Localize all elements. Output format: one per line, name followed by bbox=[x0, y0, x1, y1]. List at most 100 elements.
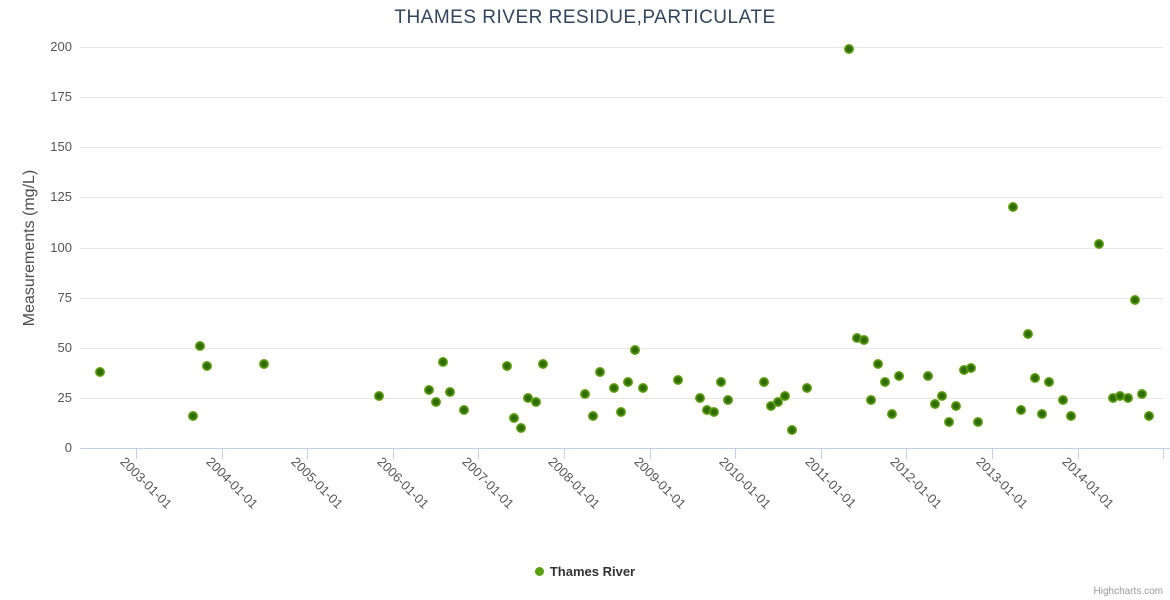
x-tick-label: 2012-01-01 bbox=[887, 454, 946, 512]
data-point[interactable] bbox=[780, 390, 791, 401]
data-point[interactable] bbox=[509, 412, 520, 423]
data-point[interactable] bbox=[637, 382, 648, 393]
data-point[interactable] bbox=[1129, 294, 1140, 305]
y-gridline bbox=[80, 397, 1163, 399]
data-point[interactable] bbox=[872, 358, 883, 369]
y-tick-label: 175 bbox=[50, 89, 72, 105]
y-gridline bbox=[80, 197, 1163, 199]
data-point[interactable] bbox=[694, 392, 705, 403]
data-point[interactable] bbox=[1022, 328, 1033, 339]
data-point[interactable] bbox=[801, 382, 812, 393]
data-point[interactable] bbox=[701, 404, 712, 415]
y-gridline bbox=[80, 247, 1163, 249]
data-point[interactable] bbox=[501, 360, 512, 371]
data-point[interactable] bbox=[673, 374, 684, 385]
data-point[interactable] bbox=[715, 376, 726, 387]
data-point[interactable] bbox=[580, 388, 591, 399]
x-tick bbox=[820, 449, 822, 459]
y-tick-label: 150 bbox=[50, 139, 72, 155]
x-tick-label: 2010-01-01 bbox=[716, 454, 775, 512]
data-point[interactable] bbox=[851, 332, 862, 343]
data-point[interactable] bbox=[965, 362, 976, 373]
data-point[interactable] bbox=[459, 404, 470, 415]
chart-title: THAMES RIVER RESIDUE,PARTICULATE bbox=[394, 7, 776, 28]
x-tick-label: 2004-01-01 bbox=[202, 454, 261, 512]
x-tick-label: 2014-01-01 bbox=[1058, 454, 1117, 512]
data-point[interactable] bbox=[1029, 372, 1040, 383]
x-tick bbox=[649, 449, 651, 459]
data-point[interactable] bbox=[516, 422, 527, 433]
x-tick bbox=[478, 449, 480, 459]
data-point[interactable] bbox=[787, 425, 798, 435]
data-point[interactable] bbox=[523, 392, 534, 403]
highcharts-credits-link[interactable]: Highcharts.com bbox=[1093, 586, 1163, 597]
data-point[interactable] bbox=[958, 364, 969, 375]
y-tick-label: 50 bbox=[57, 339, 72, 355]
data-point[interactable] bbox=[1094, 238, 1104, 249]
data-point[interactable] bbox=[844, 44, 855, 54]
data-point[interactable] bbox=[880, 376, 890, 387]
data-point[interactable] bbox=[887, 408, 898, 419]
x-tick bbox=[221, 449, 223, 459]
data-point[interactable] bbox=[430, 396, 441, 407]
y-gridline bbox=[80, 97, 1163, 99]
data-point[interactable] bbox=[423, 384, 434, 395]
x-tick bbox=[136, 449, 137, 459]
data-point[interactable] bbox=[765, 400, 776, 411]
x-tick bbox=[564, 449, 565, 459]
data-point[interactable] bbox=[1108, 392, 1119, 403]
data-point[interactable] bbox=[594, 366, 605, 377]
data-point[interactable] bbox=[773, 396, 783, 407]
data-point[interactable] bbox=[1115, 390, 1126, 401]
data-point[interactable] bbox=[1044, 376, 1055, 387]
x-tick bbox=[392, 449, 394, 459]
data-point[interactable] bbox=[95, 366, 106, 377]
data-point[interactable] bbox=[758, 376, 769, 387]
data-point[interactable] bbox=[195, 340, 206, 351]
data-point[interactable] bbox=[858, 334, 869, 345]
data-point[interactable] bbox=[1008, 202, 1019, 213]
data-point[interactable] bbox=[1136, 388, 1147, 399]
data-point[interactable] bbox=[1143, 410, 1154, 421]
data-point[interactable] bbox=[944, 416, 955, 427]
y-gridline bbox=[80, 347, 1163, 349]
data-point[interactable] bbox=[1058, 394, 1069, 405]
data-point[interactable] bbox=[723, 394, 734, 405]
data-point[interactable] bbox=[444, 386, 455, 397]
data-point[interactable] bbox=[1036, 408, 1047, 419]
x-tick bbox=[906, 449, 908, 459]
data-point[interactable] bbox=[623, 376, 634, 387]
x-tick bbox=[992, 449, 993, 459]
data-point[interactable] bbox=[616, 406, 627, 417]
x-tick-label: 2011-01-01 bbox=[802, 454, 860, 511]
data-point[interactable] bbox=[530, 396, 541, 407]
data-point[interactable] bbox=[937, 390, 948, 401]
y-tick-label: 25 bbox=[57, 389, 72, 405]
data-point[interactable] bbox=[972, 416, 983, 427]
data-point[interactable] bbox=[865, 394, 876, 405]
data-point[interactable] bbox=[1122, 392, 1133, 403]
legend-label: Thames River bbox=[549, 563, 636, 579]
data-point[interactable] bbox=[259, 358, 270, 369]
x-tick-label: 2005-01-01 bbox=[288, 454, 347, 512]
data-point[interactable] bbox=[608, 382, 619, 393]
data-point[interactable] bbox=[951, 400, 962, 411]
data-point[interactable] bbox=[894, 370, 905, 381]
data-point[interactable] bbox=[708, 406, 719, 417]
data-point[interactable] bbox=[1015, 404, 1026, 415]
data-point[interactable] bbox=[630, 344, 641, 355]
legend-item-thames-river[interactable]: Thames River bbox=[0, 562, 1170, 580]
data-point[interactable] bbox=[373, 390, 384, 401]
x-tick bbox=[1163, 449, 1165, 459]
data-point[interactable] bbox=[437, 356, 448, 367]
data-point[interactable] bbox=[188, 410, 199, 421]
data-point[interactable] bbox=[1065, 410, 1076, 421]
y-gridline bbox=[80, 297, 1163, 299]
data-point[interactable] bbox=[202, 360, 213, 371]
data-point[interactable] bbox=[587, 410, 598, 421]
data-point[interactable] bbox=[922, 370, 933, 381]
data-point[interactable] bbox=[537, 358, 548, 369]
data-point[interactable] bbox=[929, 398, 940, 409]
y-tick-label: 75 bbox=[57, 289, 72, 305]
x-tick-label: 2006-01-01 bbox=[374, 454, 432, 512]
